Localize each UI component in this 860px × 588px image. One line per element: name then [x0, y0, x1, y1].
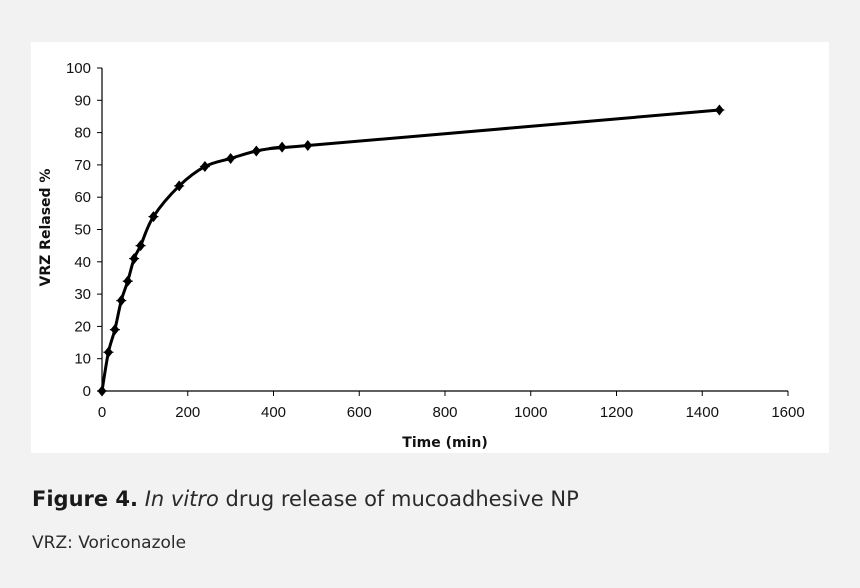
y-tick-label: 40 — [74, 254, 91, 271]
caption-rest-text: drug release of mucoadhesive NP — [218, 487, 579, 511]
y-tick-label: 60 — [74, 189, 91, 206]
x-tick-label: 1200 — [600, 404, 633, 421]
series-line — [100, 108, 720, 392]
caption-italic-text: In vitro — [144, 487, 219, 511]
y-tick-label: 50 — [74, 222, 91, 239]
y-tick-label: 30 — [74, 286, 91, 303]
y-tick-label: 0 — [83, 383, 91, 400]
x-tick-label: 400 — [261, 404, 286, 421]
y-tick-label: 80 — [74, 125, 91, 142]
x-tick-label: 1600 — [771, 404, 804, 421]
chart-panel: 0 10 20 30 40 50 60 70 80 90 100 0 200 400 600 800 1000 1… — [31, 42, 829, 453]
y-tick-label: 90 — [74, 92, 91, 109]
x-tick-label: 1400 — [686, 404, 719, 421]
x-tick-label: 600 — [347, 404, 372, 421]
y-tick-label: 100 — [66, 60, 91, 77]
x-tick-label: 800 — [432, 404, 457, 421]
figure-caption: Figure 4. In vitro drug release of mucoa… — [32, 487, 579, 511]
x-tick-label: 200 — [175, 404, 200, 421]
abbreviation-footnote: VRZ: Voriconazole — [32, 533, 187, 553]
x-tick-label: 0 — [98, 404, 106, 421]
y-tick-label: 10 — [74, 351, 91, 368]
y-tick-label: 70 — [74, 157, 91, 174]
y-tick-label: 20 — [74, 318, 91, 335]
figure-label: Figure 4. — [32, 487, 139, 511]
x-tick-label: 1000 — [514, 404, 547, 421]
x-axis-title: Time (min) — [402, 435, 487, 451]
y-axis-title: VRZ Relased % — [38, 169, 54, 287]
